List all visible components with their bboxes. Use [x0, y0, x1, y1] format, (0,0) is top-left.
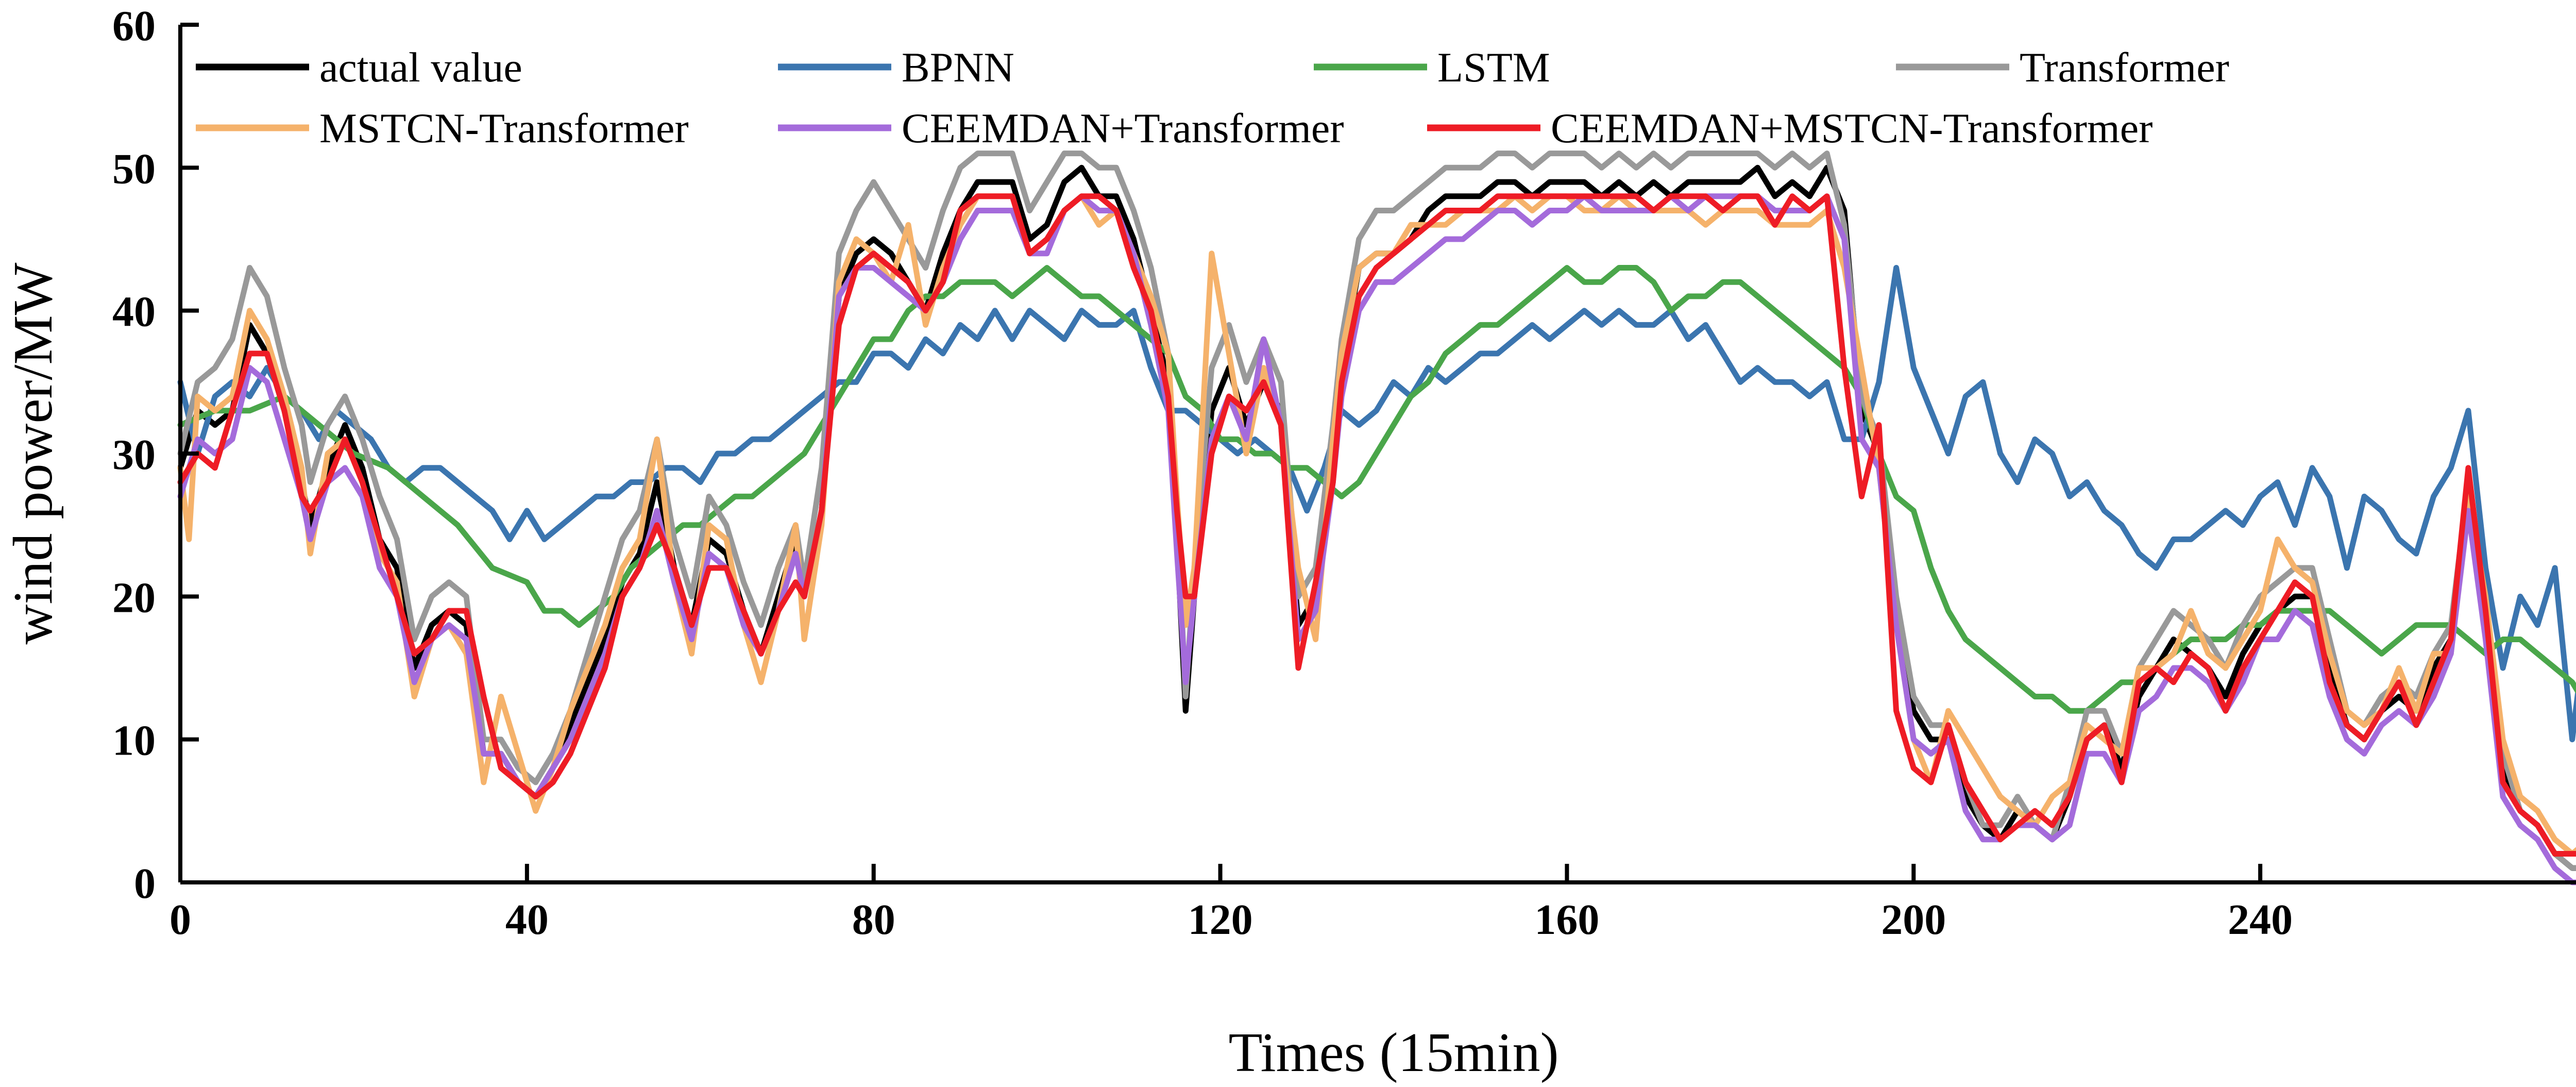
legend-label: CEEMDAN+Transformer: [902, 105, 1344, 152]
series-line-ceemdan-mstcn-transformer: [177, 193, 2576, 857]
series-line-bpnn: [177, 265, 2576, 743]
legend-item-actual-value: actual value: [196, 44, 522, 91]
y-tick-label: 50: [112, 145, 156, 193]
x-tick-label: 0: [170, 896, 191, 944]
series-line-lstm: [177, 265, 2576, 714]
legend-label: BPNN: [902, 44, 1014, 91]
legend-label: LSTM: [1437, 44, 1550, 91]
axes: 0 40 80 120 160 200 240 280 0 10 20 30 40 50 60: [112, 2, 2576, 944]
x-tick-label: 80: [852, 896, 895, 944]
y-axis-title: wind power/MW: [3, 263, 64, 645]
legend-label: actual value: [319, 44, 522, 91]
y-ticks: 0 10 20 30 40 50 60: [112, 2, 199, 908]
legend: actual value BPNN LSTM Transformer MSTCN-Tra…: [196, 44, 2229, 152]
series-line-mstcn-transformer: [177, 193, 2576, 857]
x-ticks: 0 40 80 120 160 200 240 280: [170, 864, 2576, 944]
legend-item-bpnn: BPNN: [778, 44, 1014, 91]
plot-lines: [177, 150, 2576, 885]
legend-item-ceemdan-transformer: CEEMDAN+Transformer: [778, 105, 1344, 152]
x-axis-title: Times (15min): [1228, 1022, 1558, 1083]
x-tick-label: 280: [2574, 896, 2576, 944]
x-tick-label: 40: [505, 896, 549, 944]
y-tick-label: 10: [112, 717, 156, 765]
series-line-ceemdan-transformer: [177, 193, 2576, 885]
x-tick-label: 120: [1188, 896, 1253, 944]
legend-item-transformer: Transformer: [1896, 44, 2229, 91]
y-tick-label: 30: [112, 431, 156, 479]
x-tick-label: 200: [1881, 896, 1946, 944]
x-tick-label: 240: [2228, 896, 2293, 944]
y-tick-label: 0: [134, 860, 156, 908]
y-tick-label: 60: [112, 2, 156, 50]
y-tick-label: 40: [112, 288, 156, 336]
legend-item-ceemdan-mstcn-transformer: CEEMDAN+MSTCN-Transformer: [1427, 105, 2153, 152]
legend-label: CEEMDAN+MSTCN-Transformer: [1551, 105, 2153, 152]
legend-item-mstcn-transformer: MSTCN-Transformer: [196, 105, 689, 152]
legend-label: Transformer: [2020, 44, 2229, 91]
y-tick-label: 20: [112, 574, 156, 622]
legend-label: MSTCN-Transformer: [319, 105, 689, 152]
series-line-transformer: [177, 150, 2576, 871]
x-tick-label: 160: [1534, 896, 1599, 944]
legend-item-lstm: LSTM: [1314, 44, 1550, 91]
